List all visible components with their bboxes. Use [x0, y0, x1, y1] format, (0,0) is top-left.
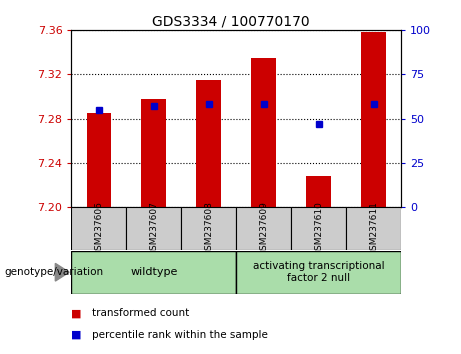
Bar: [236, 207, 291, 250]
Text: wildtype: wildtype: [130, 267, 177, 277]
Bar: [306, 176, 331, 207]
Text: GSM237606: GSM237606: [95, 201, 103, 256]
Bar: [251, 58, 276, 207]
Text: GSM237609: GSM237609: [259, 201, 268, 256]
Text: GSM237610: GSM237610: [314, 201, 323, 256]
Bar: [126, 207, 181, 250]
Text: GSM237608: GSM237608: [204, 201, 213, 256]
Bar: [181, 207, 236, 250]
Bar: [291, 207, 346, 250]
Text: ■: ■: [71, 330, 82, 339]
Text: percentile rank within the sample: percentile rank within the sample: [92, 330, 268, 339]
Text: GDS3334 / 100770170: GDS3334 / 100770170: [152, 14, 309, 28]
Bar: [142, 99, 166, 207]
Text: ■: ■: [71, 308, 82, 318]
Text: activating transcriptional
factor 2 null: activating transcriptional factor 2 null: [253, 261, 384, 283]
Text: GSM237611: GSM237611: [369, 201, 378, 256]
Text: genotype/variation: genotype/variation: [5, 267, 104, 277]
Bar: [71, 251, 236, 294]
Bar: [236, 251, 401, 294]
Text: transformed count: transformed count: [92, 308, 189, 318]
Bar: [71, 207, 126, 250]
Bar: [87, 113, 111, 207]
Bar: [361, 32, 386, 207]
Bar: [196, 80, 221, 207]
Text: GSM237607: GSM237607: [149, 201, 159, 256]
Bar: [346, 207, 401, 250]
